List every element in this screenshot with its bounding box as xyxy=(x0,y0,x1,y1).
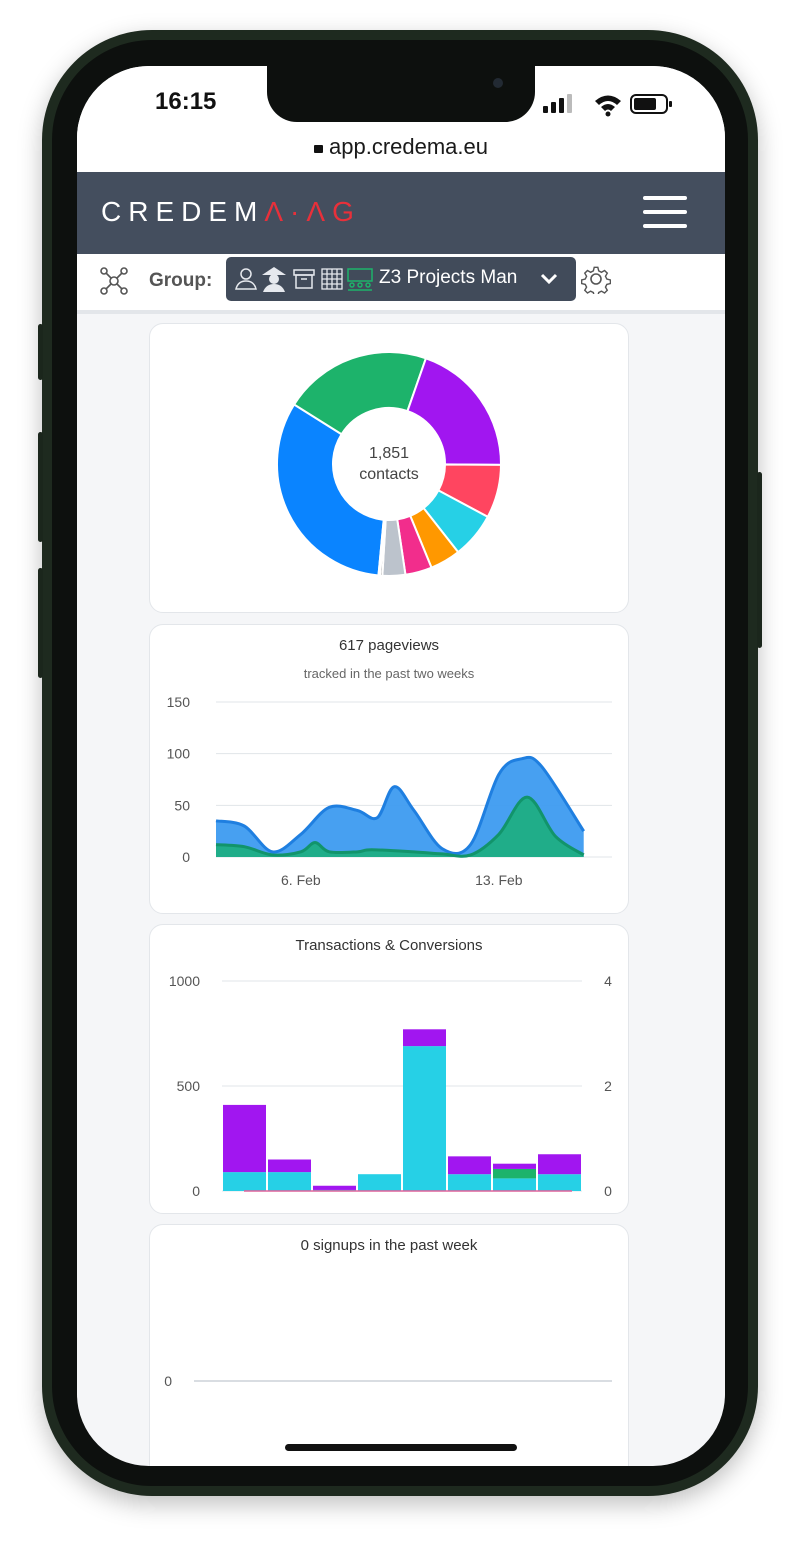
screen: 16:15 app.credema.eu CREDEMΛ·ΛG xyxy=(77,66,725,1466)
y-tick-label: 100 xyxy=(167,746,191,762)
contacts-donut-chart xyxy=(276,351,503,577)
donut-slice-0 xyxy=(276,403,385,577)
y-tick-label: 50 xyxy=(174,797,190,813)
team-icon xyxy=(347,268,373,291)
archive-icon xyxy=(293,269,315,289)
hamburger-icon[interactable] xyxy=(643,196,687,230)
gear-icon[interactable] xyxy=(581,264,611,294)
group-label: Group: xyxy=(149,270,213,291)
camera-icon xyxy=(493,78,503,88)
y-left-tick-label: 0 xyxy=(192,1183,200,1199)
signups-line-chart: 0 xyxy=(164,1373,612,1389)
bar-7-purple xyxy=(538,1154,581,1175)
signal-bar-4 xyxy=(567,94,572,113)
logo-main: CREDEM xyxy=(101,196,265,227)
donut-slice-1 xyxy=(292,351,428,436)
group-bar: Group: xyxy=(77,254,725,314)
power-button xyxy=(757,472,762,648)
chevron-down-icon xyxy=(540,273,558,285)
bar-6-green xyxy=(493,1168,536,1179)
contacts-count: 1,851 contacts xyxy=(150,443,628,485)
notch xyxy=(267,66,535,122)
transactions-title: Transactions & Conversions xyxy=(295,937,483,954)
lock-icon xyxy=(314,145,323,153)
pageviews-subtitle: tracked in the past two weeks xyxy=(303,666,475,681)
credema-logo[interactable]: CREDEMΛ·ΛG xyxy=(101,196,361,228)
bar-2-purple xyxy=(313,1185,356,1190)
battery-icon xyxy=(630,94,672,114)
contacts-unit: contacts xyxy=(359,466,419,483)
pageviews-title: 617 pageviews xyxy=(338,637,440,654)
user-outline-icon xyxy=(235,268,257,290)
contacts-card: 1,851 contacts xyxy=(149,323,629,613)
x-tick-label: 13. Feb xyxy=(475,872,523,888)
x-tick-label: 6. Feb xyxy=(281,872,321,888)
bar-4-purple xyxy=(403,1029,446,1047)
bar-1-cyan xyxy=(268,1172,311,1191)
signups-title: 0 signups in the past week xyxy=(300,1237,478,1254)
area-series-0 xyxy=(216,757,584,857)
bar-3-cyan xyxy=(358,1174,401,1191)
area-line-0 xyxy=(215,755,585,855)
pageviews-card: 617 pageviews tracked in the past two we… xyxy=(149,624,629,914)
logo-accent: Λ·ΛG xyxy=(264,196,361,227)
status-icons xyxy=(543,94,672,117)
donut-slice-9 xyxy=(377,518,386,577)
bar-6-cyan xyxy=(493,1178,536,1191)
signal-bar-2 xyxy=(551,102,556,113)
mute-switch xyxy=(38,324,43,380)
group-select[interactable]: Z3 Projects Man xyxy=(226,257,576,301)
volume-down-button xyxy=(38,568,43,678)
selected-group: Z3 Projects Man xyxy=(379,267,518,288)
navbar: CREDEMΛ·ΛG xyxy=(77,172,725,254)
network-icon[interactable] xyxy=(99,266,129,296)
y-right-tick-label: 0 xyxy=(604,1183,612,1199)
bar-6-purple xyxy=(493,1163,536,1169)
bar-7-cyan xyxy=(538,1174,581,1191)
y-tick-label: 0 xyxy=(182,849,190,865)
url-text: app.credema.eu xyxy=(329,134,488,159)
home-indicator[interactable] xyxy=(285,1444,517,1451)
spy-icon xyxy=(262,267,286,292)
bar-0-cyan xyxy=(223,1172,266,1191)
status-time: 16:15 xyxy=(155,88,217,115)
url-bar[interactable]: app.credema.eu xyxy=(77,122,725,172)
signups-card: 0 signups in the past week 0 xyxy=(149,1224,629,1466)
transactions-bar-chart: 1000 4 500 2 0 0 xyxy=(169,973,612,1199)
bar-5-purple xyxy=(448,1156,491,1175)
y-tick-label: 0 xyxy=(164,1373,172,1389)
bar-1-purple xyxy=(268,1159,311,1173)
y-left-tick-label: 500 xyxy=(177,1078,201,1094)
y-left-tick-label: 1000 xyxy=(169,973,200,989)
volume-up-button xyxy=(38,432,43,542)
transactions-card: Transactions & Conversions 1000 4 500 2 0 0 xyxy=(149,924,629,1214)
y-right-tick-label: 4 xyxy=(604,973,612,989)
area-line-1 xyxy=(215,795,585,858)
group-icons xyxy=(235,267,373,292)
wifi-icon xyxy=(595,95,621,117)
bar-5-cyan xyxy=(448,1174,491,1191)
contacts-number: 1,851 xyxy=(368,445,410,462)
y-tick-label: 150 xyxy=(167,694,191,710)
bar-0-purple xyxy=(223,1104,266,1173)
bar-4-cyan xyxy=(403,1046,446,1191)
y-right-tick-label: 2 xyxy=(604,1078,612,1094)
signal-bar-1 xyxy=(543,106,548,113)
calendar-icon xyxy=(321,268,343,290)
signal-bar-3 xyxy=(559,98,564,113)
pageviews-area-chart: 150 100 50 0 6. Feb 13. Feb xyxy=(167,694,612,888)
